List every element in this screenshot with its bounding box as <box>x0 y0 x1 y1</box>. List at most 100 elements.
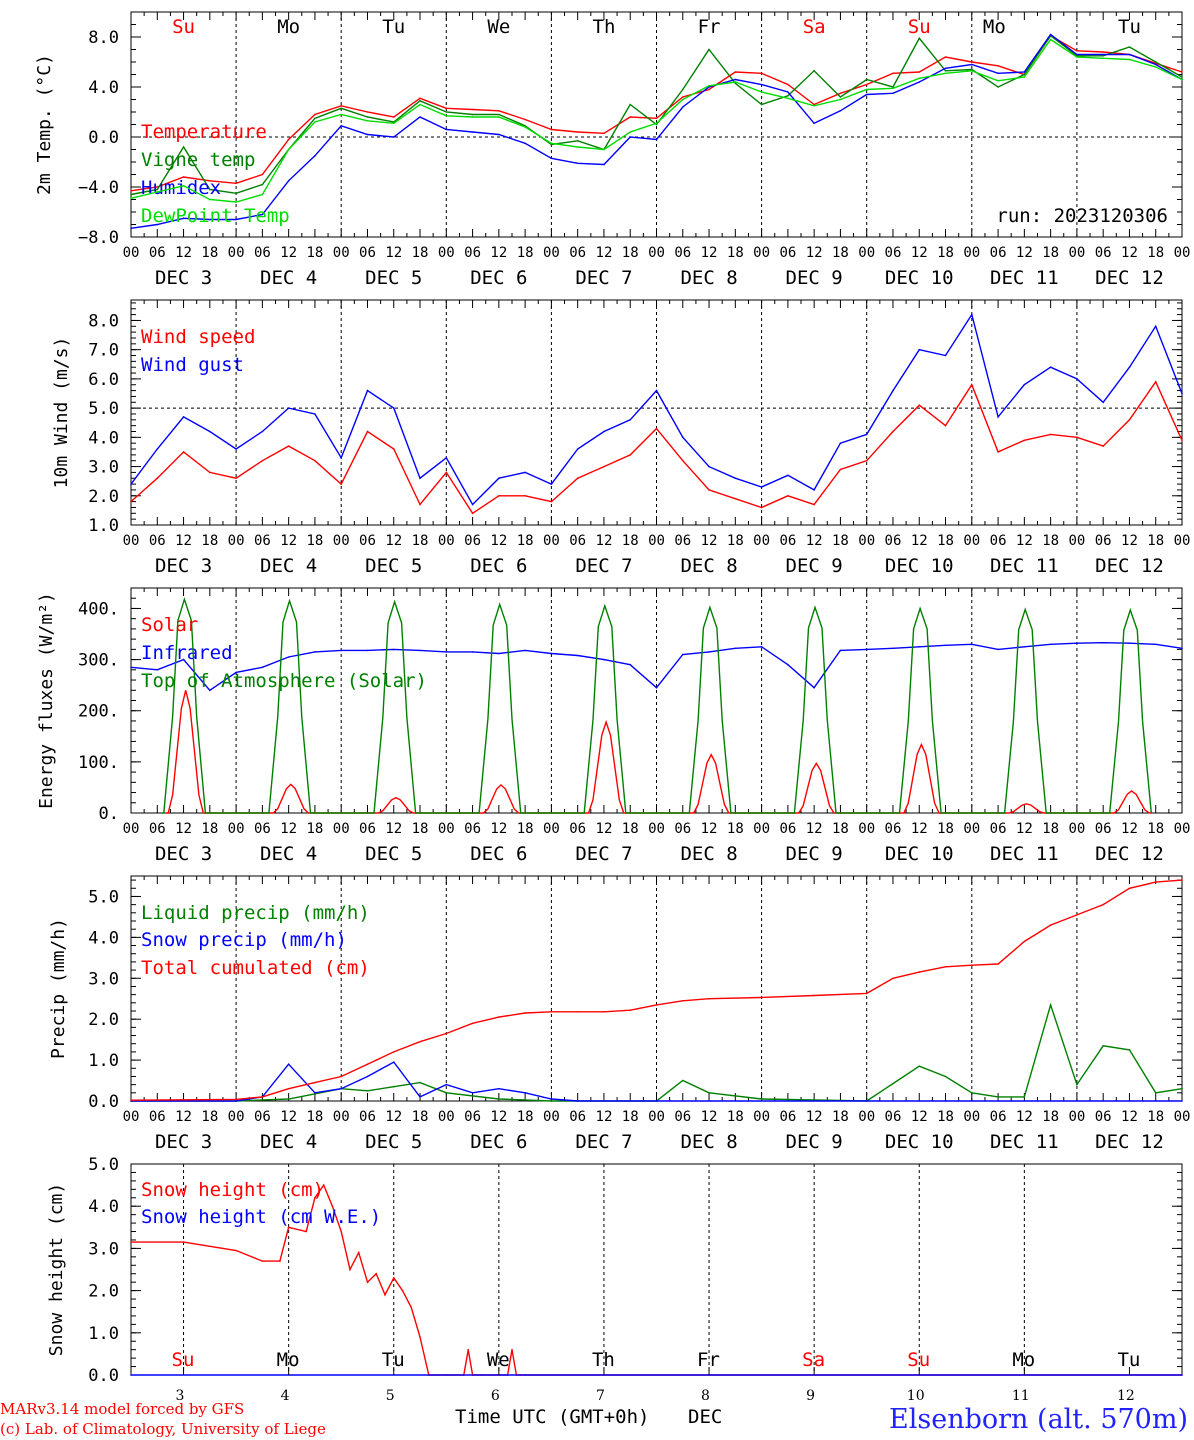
data-point <box>682 436 684 439</box>
hour-tick-label: 12 <box>175 533 192 549</box>
data-point <box>419 1096 421 1098</box>
x-axis-unit: DEC <box>688 1406 722 1428</box>
data-point <box>1128 419 1131 421</box>
hour-tick-label: 18 <box>201 821 218 837</box>
data-point <box>787 97 789 100</box>
hour-tick-label: 06 <box>674 821 691 837</box>
data-point <box>892 389 894 392</box>
data-point <box>1154 61 1157 63</box>
date-label: DEC 6 <box>470 555 527 577</box>
date-label: DEC 11 <box>990 555 1059 577</box>
data-point <box>997 1096 999 1098</box>
weekday-label: Fr <box>697 1349 720 1371</box>
hour-tick-label: 06 <box>1095 533 1112 549</box>
data-point <box>760 646 763 648</box>
weekday-label: Mo <box>983 16 1006 38</box>
data-point <box>419 97 421 100</box>
y-tick-label: 0.0 <box>88 1366 119 1386</box>
data-point <box>130 193 132 196</box>
data-point <box>603 148 605 151</box>
data-point <box>865 88 868 91</box>
data-point <box>419 100 421 102</box>
hour-tick-label: 00 <box>543 1109 560 1125</box>
station-name: Elsenborn (alt. 570m) <box>889 1404 1188 1435</box>
hour-tick-label: 00 <box>543 821 560 837</box>
data-point <box>997 72 999 75</box>
data-point <box>1102 55 1104 57</box>
y-tick-label: 2.0 <box>88 1010 119 1030</box>
data-point <box>1181 647 1183 650</box>
hour-tick-label: 00 <box>753 821 770 837</box>
date-label: DEC 5 <box>365 1131 422 1153</box>
hour-tick-label: 00 <box>858 533 875 549</box>
legend-entry: Snow precip (mm/h) <box>141 929 347 951</box>
weekday-label: Mo <box>277 1349 300 1371</box>
data-point <box>130 1241 132 1243</box>
day-number-label: 10 <box>907 1388 925 1404</box>
hour-tick-label: 06 <box>464 1109 481 1125</box>
legend-entry: Snow height (cm W.E.) <box>141 1206 381 1228</box>
data-point <box>787 474 789 477</box>
y-tick-label: 3.0 <box>88 1239 119 1259</box>
y-tick-label: 2.0 <box>88 487 119 507</box>
hour-tick-label: 12 <box>1121 1109 1138 1125</box>
data-point <box>261 193 264 196</box>
y-tick-label: 7.0 <box>88 341 119 361</box>
hour-tick-label: 00 <box>858 821 875 837</box>
data-point <box>393 448 395 450</box>
hour-tick-label: 00 <box>963 821 980 837</box>
data-point <box>1102 401 1104 404</box>
data-point <box>340 113 343 116</box>
hour-tick-label: 12 <box>490 245 507 261</box>
data-point <box>576 162 579 165</box>
data-point <box>498 113 500 116</box>
data-point <box>182 217 185 220</box>
data-point <box>182 146 185 148</box>
date-label: DEC 4 <box>260 843 317 865</box>
data-point <box>839 649 842 652</box>
hour-tick-label: 18 <box>412 821 429 837</box>
y-tick-label: 300. <box>78 651 119 671</box>
data-point <box>839 98 842 101</box>
panel-2: 1.0 2.0 3.0 4.0 5.0 6.0 7.0 8.0 10m Wind (m/s) Wi… <box>51 299 1190 577</box>
data-point <box>322 1184 325 1186</box>
y-tick-label: 0.0 <box>88 128 119 148</box>
hour-tick-label: 00 <box>963 245 980 261</box>
y-tick-label: 2.0 <box>88 1282 119 1302</box>
weekday-label: Tu <box>382 1349 405 1371</box>
data-point <box>865 648 868 651</box>
hour-tick-label: 06 <box>254 821 271 837</box>
data-point <box>1076 1083 1078 1086</box>
hour-tick-label: 06 <box>254 1109 271 1125</box>
hour-tick-label: 18 <box>622 1109 639 1125</box>
day-number-label: 8 <box>701 1388 710 1404</box>
data-point <box>576 654 579 657</box>
hour-tick-label: 06 <box>464 533 481 549</box>
weekday-label: Su <box>907 1349 930 1371</box>
date-label: DEC 9 <box>786 1131 843 1153</box>
hour-tick-label: 12 <box>806 533 823 549</box>
data-point <box>524 142 526 145</box>
date-label: DEC 7 <box>575 555 632 577</box>
data-point <box>340 457 343 459</box>
data-point <box>1181 78 1183 81</box>
data-point <box>1102 903 1104 906</box>
hour-tick-label: 06 <box>359 1109 376 1125</box>
data-point <box>393 1277 395 1279</box>
data-point <box>708 48 710 51</box>
data-point <box>550 128 553 131</box>
data-point <box>918 348 921 351</box>
hour-tick-label: 18 <box>517 821 534 837</box>
data-point <box>279 1260 281 1262</box>
y-tick-label: −4.0 <box>78 178 119 198</box>
data-point <box>576 448 579 450</box>
data-point <box>393 1061 395 1063</box>
data-point <box>305 1230 308 1233</box>
hour-tick-label: 18 <box>832 1109 849 1125</box>
hour-tick-label: 18 <box>306 1109 323 1125</box>
date-label: DEC 11 <box>990 1131 1059 1153</box>
data-point <box>1128 887 1131 890</box>
data-point <box>682 1000 684 1002</box>
date-label: DEC 3 <box>155 1131 212 1153</box>
data-point <box>235 477 237 480</box>
